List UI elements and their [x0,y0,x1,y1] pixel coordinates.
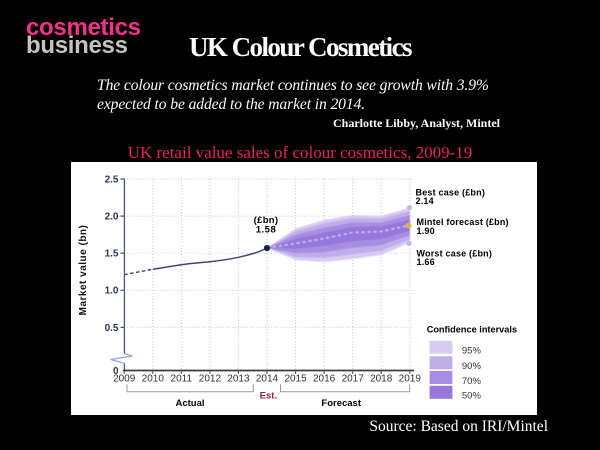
svg-text:0: 0 [113,366,119,377]
svg-text:1.66: 1.66 [417,257,435,267]
svg-text:Confidence intervals: Confidence intervals [427,325,517,335]
svg-text:2009: 2009 [113,374,136,385]
svg-text:2011: 2011 [171,374,193,385]
svg-text:2017: 2017 [342,374,365,385]
svg-text:70%: 70% [462,376,482,387]
svg-text:(£bn): (£bn) [254,215,279,226]
svg-text:1.90: 1.90 [417,226,435,236]
svg-text:2010: 2010 [142,374,165,385]
svg-text:2018: 2018 [370,374,393,385]
svg-text:2015: 2015 [284,374,307,385]
svg-text:Market value (bn): Market value (bn) [78,225,89,316]
svg-text:Forecast: Forecast [321,398,361,409]
svg-text:90%: 90% [462,361,482,372]
svg-text:Best case (£bn): Best case (£bn) [416,187,486,197]
svg-text:2013: 2013 [227,374,250,385]
svg-text:Est.: Est. [260,391,277,402]
svg-text:2.0: 2.0 [105,212,119,223]
svg-text:2019: 2019 [399,374,422,385]
svg-text:2.14: 2.14 [416,196,434,206]
svg-text:1.0: 1.0 [105,286,119,297]
svg-text:Mintel forecast (£bn): Mintel forecast (£bn) [417,217,509,227]
svg-text:Worst case (£bn): Worst case (£bn) [417,248,493,258]
svg-text:95%: 95% [462,346,482,357]
svg-text:2016: 2016 [313,374,336,385]
svg-text:1.5: 1.5 [105,249,119,260]
svg-text:2012: 2012 [199,374,222,385]
svg-text:1.58: 1.58 [256,225,277,236]
svg-text:Actual: Actual [175,398,204,409]
svg-text:2014: 2014 [256,374,279,385]
svg-text:50%: 50% [462,391,482,402]
svg-text:0.5: 0.5 [105,323,119,334]
svg-text:2.5: 2.5 [105,174,119,185]
